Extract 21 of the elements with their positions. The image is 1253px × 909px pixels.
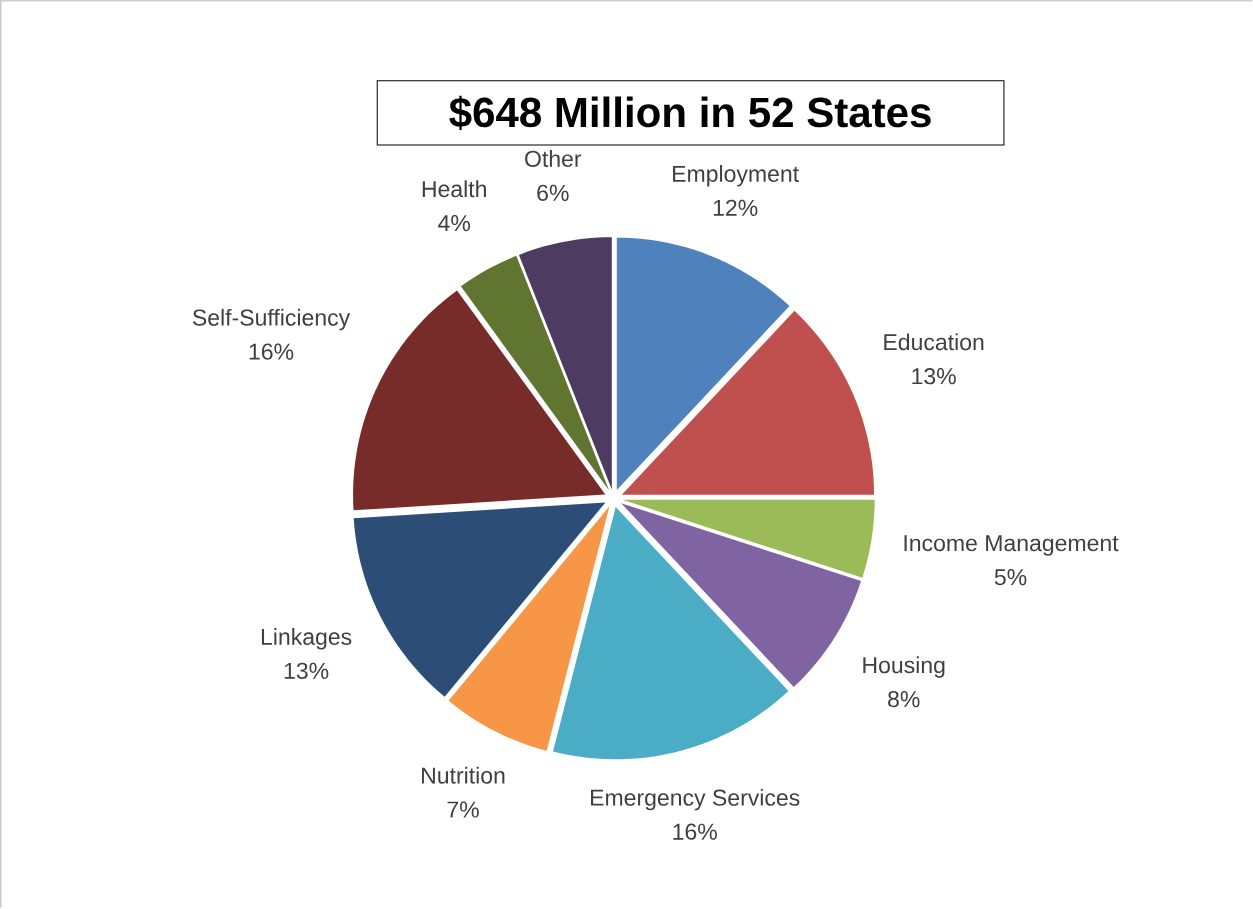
- data-label: 16%: [249, 343, 294, 360]
- data-label: 4%: [438, 215, 470, 232]
- data-label: 5%: [994, 569, 1027, 586]
- data-label: 16%: [673, 823, 717, 841]
- slice-label: Education: [884, 333, 984, 351]
- slice-label: Employment: [673, 165, 799, 187]
- chart-title: $648 Million in 52 States: [449, 95, 931, 131]
- slice-label: Health: [422, 180, 486, 198]
- slice-label: Income Management: [904, 535, 1119, 556]
- slice-label: Housing: [863, 656, 945, 679]
- slice-label: Emergency Services: [591, 789, 800, 811]
- slice-label: Self-Sufficiency: [192, 309, 351, 331]
- slice-label: Other: [525, 150, 582, 168]
- data-label: 13%: [912, 368, 956, 385]
- data-label: 13%: [284, 662, 329, 680]
- data-label: 7%: [447, 801, 479, 818]
- data-label: 12%: [713, 199, 758, 217]
- slice-label: Nutrition: [422, 766, 505, 784]
- data-label: 6%: [537, 184, 569, 202]
- data-label: 8%: [888, 691, 920, 708]
- slice-label: Linkages: [261, 628, 352, 650]
